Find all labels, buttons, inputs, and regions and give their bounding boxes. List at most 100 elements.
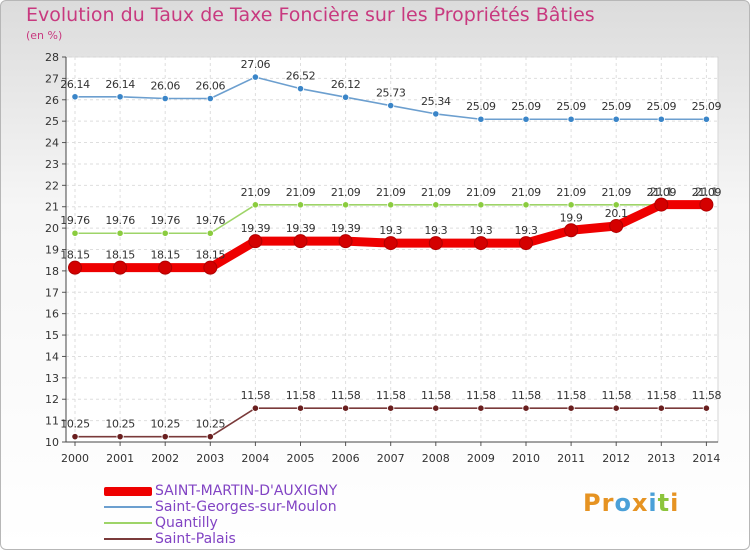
x-tick-label: 2004 <box>241 452 269 465</box>
data-label-saint-palais: 11.58 <box>241 389 271 402</box>
x-tick-label: 2008 <box>422 452 450 465</box>
series-point-saint-martin-d-auxigny <box>203 260 218 275</box>
series-point-saint-palais <box>477 404 485 412</box>
series-point-saint-martin-d-auxigny <box>293 234 308 249</box>
data-label-saint-palais: 11.58 <box>511 389 541 402</box>
data-label-layer: 26.14 26.14 26.06 26.06 27.06 26.52 26.12 25.73… <box>60 58 722 431</box>
series-point-saint-martin-d-auxigny <box>383 236 398 251</box>
x-tick-label: 2000 <box>61 452 89 465</box>
x-tick-label: 2006 <box>332 452 360 465</box>
series-point-quantilly <box>477 201 485 209</box>
x-tick-label: 2010 <box>512 452 540 465</box>
y-tick-label: 15 <box>45 329 59 342</box>
data-label-saint-georges-sur-moulon: 26.12 <box>331 78 361 91</box>
data-label-saint-palais: 10.25 <box>105 418 135 431</box>
series-point-quantilly <box>116 229 124 237</box>
x-tick-label: 2014 <box>692 452 720 465</box>
series-point-saint-palais <box>612 404 620 412</box>
y-tick-label: 26 <box>45 94 59 107</box>
data-label-quantilly: 21.09 <box>511 186 541 199</box>
axes-layer: 10 11 12 13 14 15 16 17 18 19 20 21 22 23 24 25 26 27 28 20… <box>45 51 720 465</box>
y-tick-label: 20 <box>45 222 59 235</box>
series-point-saint-georges-sur-moulon <box>612 115 620 123</box>
y-tick-label: 24 <box>45 137 59 150</box>
chart-title: Evolution du Taux de Taxe Foncière sur l… <box>26 4 595 26</box>
data-label-saint-palais: 11.58 <box>376 389 406 402</box>
data-label-saint-georges-sur-moulon: 26.14 <box>60 78 90 91</box>
y-tick-label: 11 <box>45 415 59 428</box>
data-label-saint-martin-d-auxigny: 20.1 <box>605 207 628 220</box>
series-point-saint-georges-sur-moulon <box>296 85 305 93</box>
y-tick-label: 16 <box>45 308 59 321</box>
data-label-saint-georges-sur-moulon: 25.09 <box>647 100 677 113</box>
legend-label-quantilly: Quantilly <box>155 515 218 531</box>
data-label-quantilly: 21.09 <box>601 186 631 199</box>
series-point-quantilly <box>387 201 395 209</box>
series-point-quantilly <box>432 201 440 209</box>
data-label-saint-palais: 11.58 <box>466 389 496 402</box>
logo-letter: P <box>583 489 602 517</box>
data-label-saint-georges-sur-moulon: 26.14 <box>105 78 135 91</box>
data-label-saint-palais: 10.25 <box>60 418 90 431</box>
series-point-saint-palais <box>657 404 665 412</box>
series-point-quantilly <box>296 201 305 209</box>
x-tick-label: 2003 <box>196 452 224 465</box>
data-label-quantilly: 21.09 <box>421 186 451 199</box>
y-tick-label: 17 <box>45 286 59 299</box>
data-label-saint-georges-sur-moulon: 25.09 <box>466 100 496 113</box>
series-point-saint-georges-sur-moulon <box>161 94 169 103</box>
legend-swatch-saint-georges <box>104 506 152 508</box>
series-point-saint-georges-sur-moulon <box>206 94 214 103</box>
x-tick-label: 2002 <box>151 452 179 465</box>
data-label-quantilly: 21.09 <box>331 186 361 199</box>
data-label-saint-georges-sur-moulon: 25.09 <box>692 100 722 113</box>
data-label-saint-georges-sur-moulon: 25.09 <box>601 100 631 113</box>
legend-swatch-quantilly <box>104 522 152 524</box>
data-label-quantilly: 19.76 <box>105 214 135 227</box>
y-tick-label: 28 <box>45 51 59 64</box>
data-label-saint-georges-sur-moulon: 25.34 <box>421 95 451 108</box>
proxiti-logo: Proxiti <box>583 489 679 517</box>
data-label-quantilly: 21.09 <box>556 186 586 199</box>
series-point-saint-georges-sur-moulon <box>387 101 395 110</box>
data-label-saint-martin-d-auxigny: 19.3 <box>515 224 538 237</box>
data-label-saint-martin-d-auxigny: 21.1 <box>650 186 673 199</box>
series-point-saint-georges-sur-moulon <box>657 115 665 123</box>
series-point-saint-palais <box>296 404 305 412</box>
data-label-quantilly: 21.09 <box>647 186 677 199</box>
series-point-saint-palais <box>522 404 530 412</box>
data-label-saint-palais: 11.58 <box>601 389 631 402</box>
x-tick-label: 2005 <box>287 452 315 465</box>
series-point-saint-martin-d-auxigny <box>68 260 82 275</box>
line-chart: 10 11 12 13 14 15 16 17 18 19 20 21 22 23 24 25 26 27 28 20… <box>45 51 722 465</box>
data-label-saint-martin-d-auxigny: 19.39 <box>286 222 316 235</box>
data-label-saint-martin-d-auxigny: 21.1 <box>695 186 718 199</box>
series-point-saint-palais <box>387 404 395 412</box>
x-tick-label: 2012 <box>602 452 630 465</box>
y-tick-label: 18 <box>45 265 59 278</box>
series-point-saint-georges-sur-moulon <box>522 115 530 123</box>
series-point-saint-palais <box>702 404 711 412</box>
data-label-saint-georges-sur-moulon: 26.52 <box>286 70 316 83</box>
series-point-saint-martin-d-auxigny <box>113 260 128 275</box>
series-point-saint-palais <box>206 433 214 441</box>
series-point-quantilly <box>206 229 214 237</box>
series-point-saint-georges-sur-moulon <box>477 115 485 123</box>
legend-label-saint-georges: Saint-Georges-sur-Moulon <box>155 499 337 515</box>
data-label-saint-palais: 11.58 <box>421 389 451 402</box>
series-point-quantilly <box>251 201 259 209</box>
data-label-saint-martin-d-auxigny: 18.15 <box>150 249 180 262</box>
series-point-saint-palais <box>567 404 575 412</box>
y-tick-label: 23 <box>45 158 59 171</box>
series-point-quantilly <box>567 201 575 209</box>
series-point-quantilly <box>612 201 620 209</box>
series-point-saint-martin-d-auxigny <box>248 234 263 249</box>
x-tick-label: 2007 <box>377 452 405 465</box>
legend-swatch-saint-palais <box>104 538 152 540</box>
data-label-saint-palais: 10.25 <box>150 418 180 431</box>
y-tick-label: 13 <box>45 372 59 385</box>
x-tick-label: 2011 <box>557 452 585 465</box>
logo-letter: o <box>614 489 632 517</box>
series-point-saint-georges-sur-moulon <box>702 115 711 123</box>
series-point-quantilly <box>522 201 530 209</box>
